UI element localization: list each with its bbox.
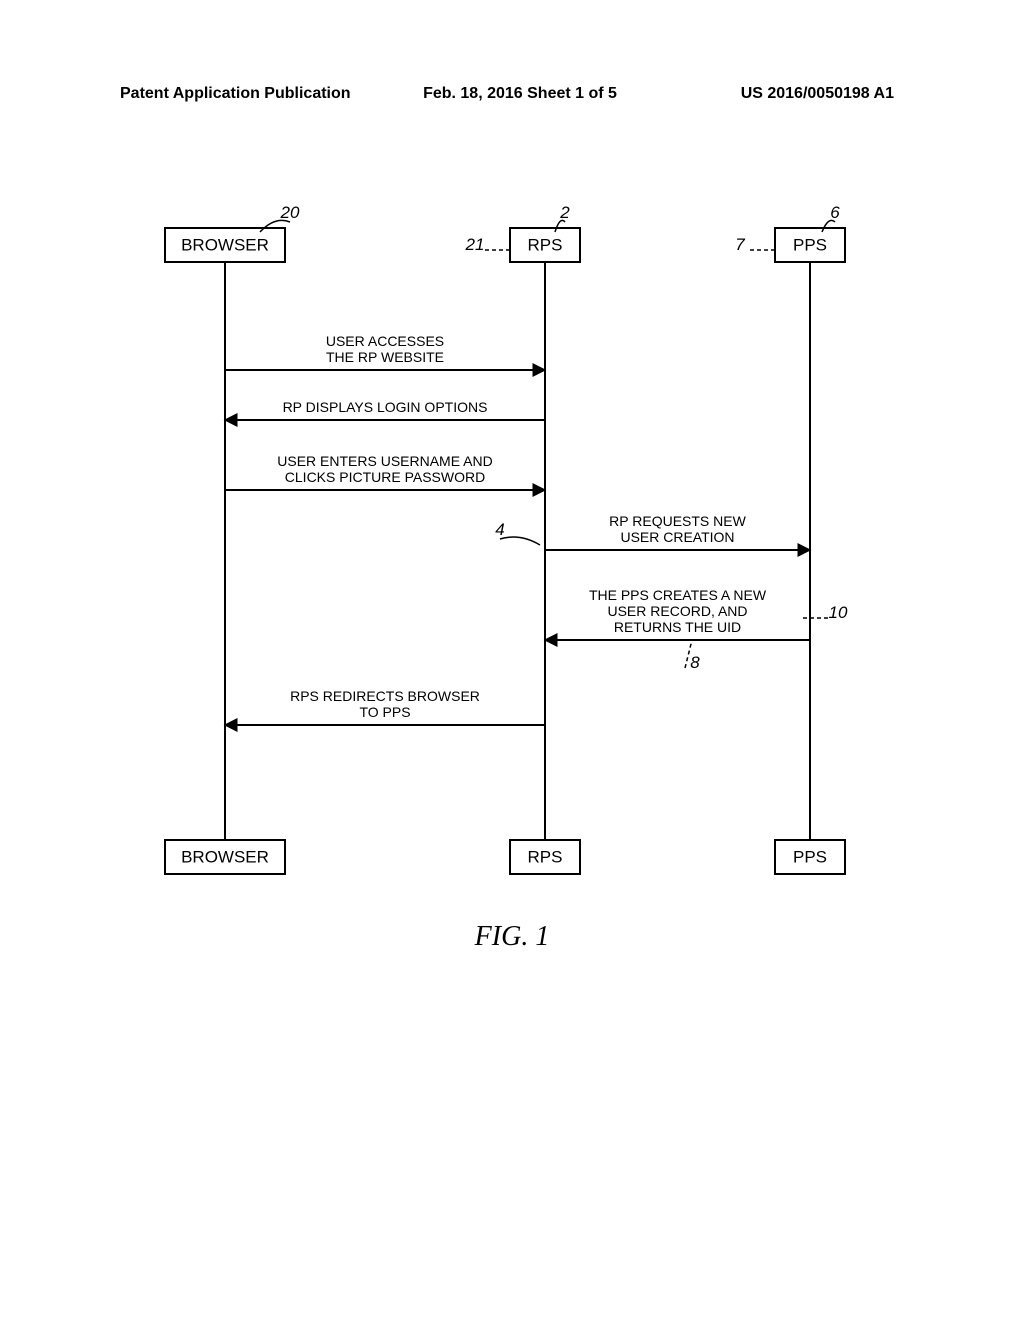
svg-text:RPS: RPS xyxy=(528,235,563,254)
figure-label: FIG. 1 xyxy=(474,921,550,952)
message-label-4-0: THE PPS CREATES A NEW xyxy=(589,587,767,603)
message-label-5-1: TO PPS xyxy=(359,704,410,720)
message-label-0-1: THE RP WEBSITE xyxy=(326,349,444,365)
svg-text:PPS: PPS xyxy=(793,847,827,866)
ref-leader-r4 xyxy=(500,537,540,545)
message-label-2-0: USER ENTERS USERNAME AND xyxy=(277,453,492,469)
ref-label-r8: 8 xyxy=(690,653,700,672)
ref-label-r20: 20 xyxy=(280,203,300,222)
message-label-5-0: RPS REDIRECTS BROWSER xyxy=(290,688,480,704)
ref-label-r2: 2 xyxy=(559,203,570,222)
message-label-2-1: CLICKS PICTURE PASSWORD xyxy=(285,469,485,485)
svg-text:BROWSER: BROWSER xyxy=(181,847,269,866)
ref-label-r4: 4 xyxy=(495,520,504,539)
ref-label-r7: 7 xyxy=(735,235,745,254)
message-label-3-0: RP REQUESTS NEW xyxy=(609,513,746,529)
ref-label-r10: 10 xyxy=(829,603,848,622)
ref-label-r21: 21 xyxy=(465,235,485,254)
ref-label-r6: 6 xyxy=(830,203,840,222)
message-label-1-0: RP DISPLAYS LOGIN OPTIONS xyxy=(283,399,488,415)
message-label-4-1: USER RECORD, AND xyxy=(607,603,747,619)
svg-text:RPS: RPS xyxy=(528,847,563,866)
message-label-0-0: USER ACCESSES xyxy=(326,333,444,349)
sequence-diagram: BROWSERBROWSERRPSRPSPPSPPSUSER ACCESSEST… xyxy=(0,0,1024,1320)
message-label-4-2: RETURNS THE UID xyxy=(614,619,741,635)
svg-text:BROWSER: BROWSER xyxy=(181,235,269,254)
message-label-3-1: USER CREATION xyxy=(620,529,734,545)
svg-text:PPS: PPS xyxy=(793,235,827,254)
